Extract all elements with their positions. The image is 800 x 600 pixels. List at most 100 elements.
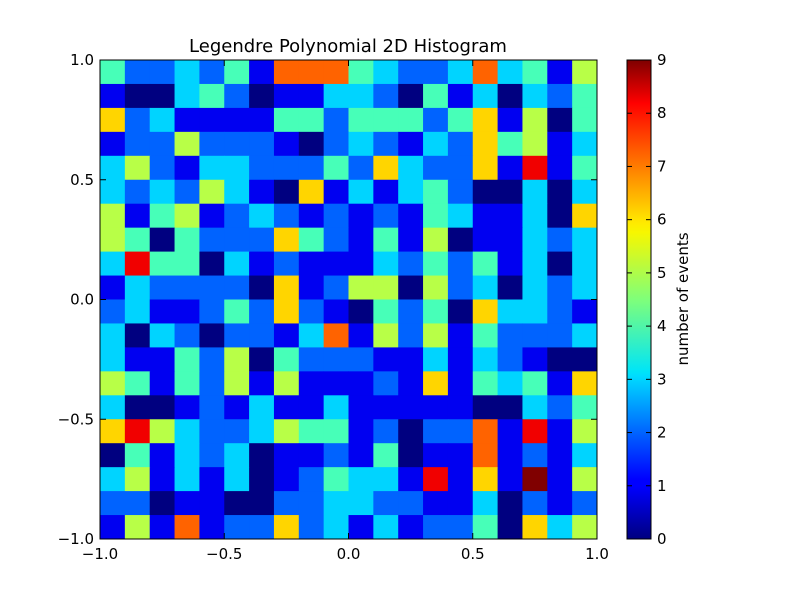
heatmap-cell [348, 467, 374, 492]
heatmap-cell [224, 491, 250, 516]
heatmap-cell [447, 371, 474, 396]
heatmap-cell [472, 60, 499, 85]
heatmap-cell [124, 131, 151, 157]
heatmap-cell [373, 347, 399, 372]
heatmap-cell [323, 179, 349, 205]
heatmap-cell [497, 515, 523, 540]
heatmap-cell [224, 275, 250, 300]
heatmap-cell [174, 131, 200, 157]
heatmap-cell [174, 323, 200, 348]
heatmap-cell [199, 179, 225, 205]
heatmap-cell [373, 179, 399, 205]
heatmap-cell [497, 155, 523, 181]
heatmap-cell [522, 443, 548, 468]
heatmap-cell [472, 203, 499, 229]
heatmap-cell [348, 491, 374, 516]
heatmap-cell [348, 251, 374, 277]
heatmap-cell [224, 83, 250, 109]
heatmap-cell [423, 299, 449, 324]
heatmap-cell [224, 467, 250, 492]
heatmap-cell [224, 299, 250, 324]
heatmap-cell [472, 515, 499, 540]
heatmap-cell [447, 275, 474, 300]
colorbar-label: number of events [674, 232, 692, 365]
colorbar-tick-label: 1 [657, 477, 667, 495]
heatmap-cell [398, 419, 424, 444]
heatmap-cell [199, 155, 225, 181]
heatmap-cell [273, 443, 300, 468]
heatmap-cell [398, 467, 424, 492]
heatmap-cell [572, 155, 598, 181]
heatmap-cell [423, 491, 449, 516]
heatmap-cell [497, 491, 523, 516]
heatmap-cell [572, 251, 598, 277]
heatmap-cell [398, 203, 424, 229]
heatmap-cell [447, 131, 474, 157]
heatmap-cell [224, 515, 250, 540]
heatmap-cell [398, 275, 424, 300]
heatmap-cell [472, 467, 499, 492]
heatmap-cell [298, 60, 325, 85]
heatmap-cell [398, 395, 424, 420]
heatmap-cell [174, 227, 200, 253]
heatmap-cell [100, 443, 126, 468]
heatmap-cell [249, 491, 275, 516]
heatmap-cell [497, 107, 523, 133]
heatmap-cell [373, 467, 399, 492]
heatmap-cell [373, 83, 399, 109]
heatmap-cell [472, 179, 499, 205]
heatmap-cell [100, 275, 126, 300]
heatmap-cell [224, 155, 250, 181]
heatmap-cell [298, 155, 325, 181]
heatmap-cell [323, 299, 349, 324]
heatmap-cell [497, 395, 523, 420]
colorbar-tick-label: 9 [657, 51, 667, 69]
heatmap-cell [323, 131, 349, 157]
heatmap-cell [174, 299, 200, 324]
heatmap-cell [373, 203, 399, 229]
heatmap-cell [149, 443, 176, 468]
heatmap-cell [298, 179, 325, 205]
heatmap-cell [572, 60, 598, 85]
heatmap-cell [199, 395, 225, 420]
heatmap-cell [323, 395, 349, 420]
heatmap-cell [572, 275, 598, 300]
heatmap-cell [100, 419, 126, 444]
heatmap-cell [373, 515, 399, 540]
heatmap-cell [149, 179, 176, 205]
heatmap-cell [447, 347, 474, 372]
heatmap-cell [373, 371, 399, 396]
heatmap-cell [124, 515, 151, 540]
heatmap-cell [273, 491, 300, 516]
heatmap-cell [423, 347, 449, 372]
heatmap-cell [273, 227, 300, 253]
heatmap-cell [224, 107, 250, 133]
colorbar-tick-label: 2 [657, 424, 667, 442]
heatmap-cell [124, 323, 151, 348]
heatmap-cell [423, 203, 449, 229]
heatmap-cell [447, 299, 474, 324]
heatmap-cell [199, 203, 225, 229]
heatmap-cell [224, 131, 250, 157]
heatmap-cell [149, 491, 176, 516]
heatmap-cell [249, 179, 275, 205]
heatmap-cell [199, 443, 225, 468]
heatmap-cell [547, 155, 573, 181]
heatmap-cell [447, 83, 474, 109]
heatmap-cell [373, 251, 399, 277]
heatmap-cell [249, 395, 275, 420]
heatmap-cell [174, 395, 200, 420]
heatmap-cell [497, 347, 523, 372]
heatmap-cell [249, 347, 275, 372]
heatmap-cell [174, 60, 200, 85]
heatmap-cell [100, 251, 126, 277]
heatmap-cell [174, 155, 200, 181]
heatmap-cell [100, 347, 126, 372]
heatmap-cell [224, 251, 250, 277]
heatmap-cell [472, 323, 499, 348]
heatmap-cell [323, 323, 349, 348]
heatmap-cell [572, 443, 598, 468]
heatmap-cell [149, 107, 176, 133]
